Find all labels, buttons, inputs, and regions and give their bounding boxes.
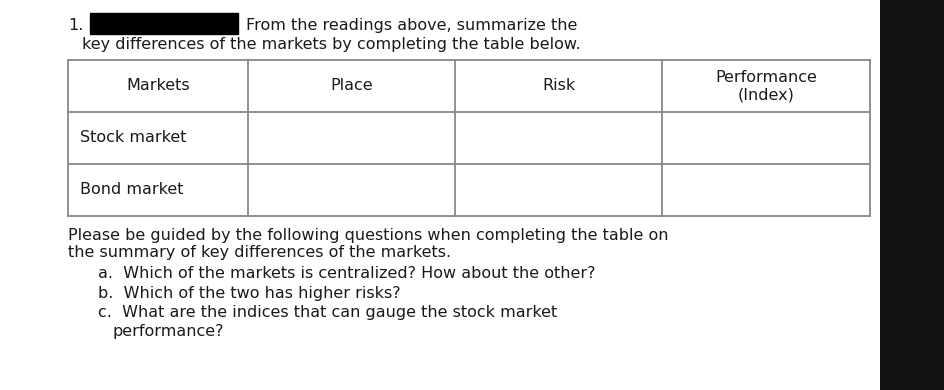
Text: performance?: performance? — [112, 324, 224, 339]
Text: Performance
(Index): Performance (Index) — [715, 70, 817, 102]
Text: From the readings above, summarize the: From the readings above, summarize the — [245, 18, 577, 33]
FancyBboxPatch shape — [90, 13, 238, 34]
Text: 1.: 1. — [68, 18, 83, 33]
Text: Stock market: Stock market — [80, 131, 186, 145]
Text: key differences of the markets by completing the table below.: key differences of the markets by comple… — [82, 37, 580, 52]
Text: b.  Which of the two has higher risks?: b. Which of the two has higher risks? — [98, 286, 400, 301]
Text: Risk: Risk — [542, 78, 575, 94]
Text: Please be guided by the following questions when completing the table on: Please be guided by the following questi… — [68, 228, 667, 243]
Text: Bond market: Bond market — [80, 183, 183, 197]
Text: Markets: Markets — [126, 78, 190, 94]
Text: Place: Place — [330, 78, 373, 94]
FancyBboxPatch shape — [879, 0, 944, 390]
Text: the summary of key differences of the markets.: the summary of key differences of the ma… — [68, 245, 450, 261]
Text: a.  Which of the markets is centralized? How about the other?: a. Which of the markets is centralized? … — [98, 266, 595, 282]
Text: c.  What are the indices that can gauge the stock market: c. What are the indices that can gauge t… — [98, 305, 557, 320]
